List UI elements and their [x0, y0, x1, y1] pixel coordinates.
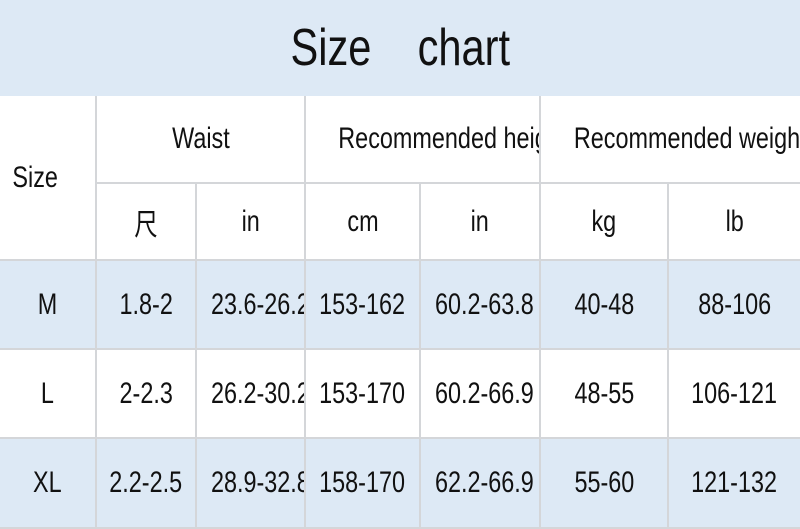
size-cell: L	[0, 348, 97, 439]
table-cell: 153-170	[304, 348, 422, 439]
table-cell: 1.8-2	[95, 259, 197, 350]
table-cell: 2.2-2.5	[95, 437, 197, 529]
waist-header: Waist	[94, 96, 307, 184]
weight-header: Recommended weight	[539, 96, 800, 184]
table-cell: 106-121	[667, 348, 800, 439]
table-cell: 23.6-26.2	[194, 259, 307, 350]
table-cell: 28.9-32.8	[194, 437, 307, 529]
table-row: XL 2.2-2.5 28.9-32.8 158-170 62.2-66.9 5…	[0, 437, 800, 529]
table-cell: 88-106	[667, 259, 800, 350]
table-cell: 153-162	[304, 259, 422, 350]
size-cell: M	[0, 259, 97, 350]
table-cell: 121-132	[667, 437, 800, 529]
size-cell: XL	[0, 437, 97, 529]
table-cell: 48-55	[539, 348, 670, 439]
height-header: Recommended height	[304, 96, 542, 184]
unit-header: in	[419, 182, 542, 261]
unit-header: lb	[667, 182, 800, 261]
table-cell: 62.2-66.9	[419, 437, 542, 529]
table-cell: 26.2-30.2	[194, 348, 307, 439]
table-cell: 55-60	[539, 437, 670, 529]
unit-header: kg	[539, 182, 670, 261]
unit-header: cm	[304, 182, 422, 261]
table-row: M 1.8-2 23.6-26.2 153-162 60.2-63.8 40-4…	[0, 259, 800, 350]
unit-header: in	[194, 182, 307, 261]
size-header: Size	[0, 96, 97, 261]
table-row: L 2-2.3 26.2-30.2 153-170 60.2-66.9 48-5…	[0, 348, 800, 439]
table-cell: 60.2-63.8	[419, 259, 542, 350]
size-chart-table: Size Waist Recommended height Recommende…	[0, 96, 800, 529]
table-cell: 40-48	[539, 259, 670, 350]
table-cell: 158-170	[304, 437, 422, 529]
page-title: Size chart	[0, 0, 800, 96]
table-cell: 2-2.3	[95, 348, 197, 439]
table-cell: 60.2-66.9	[419, 348, 542, 439]
unit-header: 尺	[96, 182, 197, 261]
